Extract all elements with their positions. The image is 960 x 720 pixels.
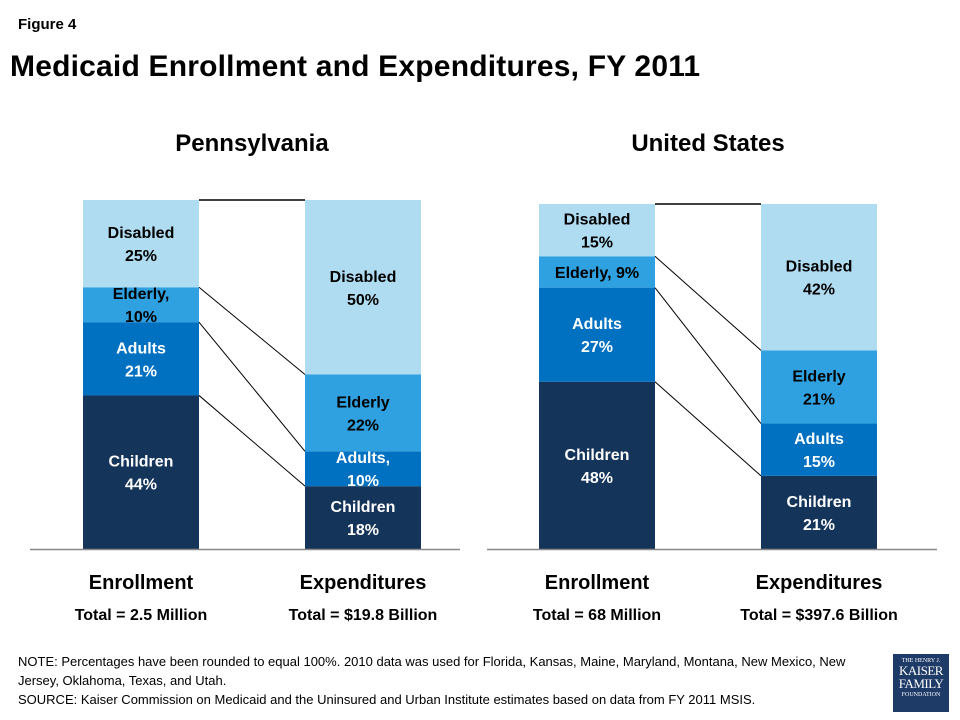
bar-segment-elderly [539, 256, 655, 288]
data-label: 44% [125, 477, 157, 494]
data-label: 25% [125, 248, 157, 265]
bar-segment-children [761, 475, 877, 549]
connector-line [654, 381, 762, 477]
logo-line: FAMILY [898, 676, 944, 691]
bar-segment-adults [305, 451, 421, 487]
data-label: Disabled [330, 269, 397, 286]
data-label: 18% [347, 522, 379, 539]
kff-logo: THE HENRY J. KAISER FAMILY FOUNDATION [893, 654, 949, 712]
bar-segment-disabled [305, 200, 421, 375]
data-label: Adults [116, 340, 166, 357]
data-label: 15% [581, 235, 613, 252]
connector-line [654, 255, 762, 351]
data-label: 50% [347, 292, 379, 309]
bar-segment-children [305, 486, 421, 549]
data-label: 42% [803, 282, 835, 299]
data-label: 22% [347, 417, 379, 434]
bar-segment-elderly [83, 287, 199, 323]
data-label: Elderly, 9% [555, 265, 639, 282]
data-label: Children [109, 454, 174, 471]
bar-category-label: Enrollment [545, 572, 650, 594]
data-label: Adults [794, 431, 844, 448]
bar-category-label: Expenditures [756, 572, 883, 594]
bar-segment-adults [539, 287, 655, 382]
figure-label: Figure 4 [18, 16, 77, 33]
bar-segment-disabled [83, 200, 199, 288]
data-label: Children [331, 499, 396, 516]
panel-title: United States [631, 130, 784, 157]
data-label: Adults [572, 316, 622, 333]
connector-line [654, 287, 762, 424]
chart-title: Medicaid Enrollment and Expenditures, FY… [10, 50, 701, 83]
data-label: Children [565, 447, 630, 464]
bar-segment-adults [83, 322, 199, 396]
bar-segment-children [83, 395, 199, 549]
bar-segment-disabled [761, 204, 877, 351]
data-label: Adults, [336, 450, 390, 467]
bar-segment-adults [761, 423, 877, 476]
data-label: 48% [581, 470, 613, 487]
notes: NOTE: Percentages have been rounded to e… [18, 652, 878, 709]
note-text: NOTE: Percentages have been rounded to e… [18, 654, 846, 688]
data-label: 21% [803, 391, 835, 408]
data-label: Children [787, 494, 852, 511]
connector-line [198, 286, 306, 375]
bar-segment-elderly [305, 374, 421, 452]
bar-segment-elderly [761, 350, 877, 424]
bar-segment-disabled [539, 204, 655, 257]
data-label: Elderly, [113, 286, 170, 303]
bar-total-label: Total = $397.6 Billion [740, 607, 898, 624]
logo-line: FOUNDATION [901, 692, 941, 698]
logo-line: KAISER [899, 663, 943, 678]
logo-line: THE HENRY J. [901, 658, 941, 664]
bar-category-label: Enrollment [89, 572, 194, 594]
data-label: 21% [125, 363, 157, 380]
data-label: Elderly [336, 394, 389, 411]
data-label: Disabled [108, 225, 175, 242]
bar-category-label: Expenditures [300, 572, 427, 594]
bar-total-label: Total = 68 Million [533, 607, 661, 624]
data-label: Disabled [786, 259, 853, 276]
connector-line [198, 395, 306, 487]
data-label: Elderly [792, 368, 845, 385]
bar-segment-children [539, 381, 655, 549]
source-text: SOURCE: Kaiser Commission on Medicaid an… [18, 692, 756, 707]
data-label: 10% [125, 309, 157, 326]
data-label: 21% [803, 517, 835, 534]
connector-line [198, 321, 306, 452]
data-label: 27% [581, 339, 613, 356]
bar-total-label: Total = 2.5 Million [75, 607, 208, 624]
data-label: Disabled [564, 212, 631, 229]
panel-title: Pennsylvania [175, 130, 329, 157]
data-label: 10% [347, 473, 379, 490]
bar-total-label: Total = $19.8 Billion [289, 607, 438, 624]
data-label: 15% [803, 454, 835, 471]
